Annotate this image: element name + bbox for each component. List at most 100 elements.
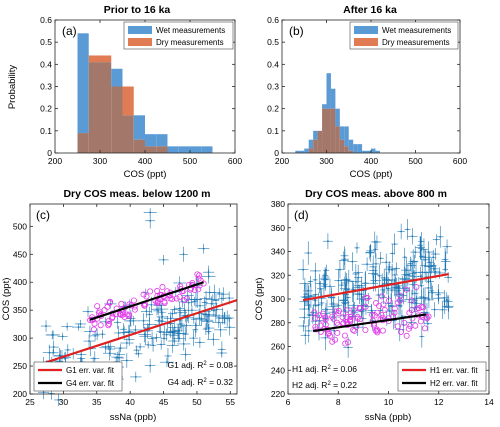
blue-point xyxy=(406,228,409,231)
blue-point xyxy=(204,313,207,316)
magenta-point xyxy=(131,306,138,313)
blue-point xyxy=(222,293,225,296)
blue-point xyxy=(52,346,55,348)
blue-point xyxy=(314,278,317,281)
x-tick-label: 200 xyxy=(275,156,289,166)
blue-point xyxy=(432,256,435,259)
x-tick-label: 30 xyxy=(59,397,69,407)
wet-bar xyxy=(353,144,358,153)
panel-c-ylabel: COS (ppt) xyxy=(1,278,12,321)
blue-point xyxy=(104,346,107,349)
blue-point xyxy=(205,328,207,331)
magenta-point xyxy=(350,306,357,313)
y-tick-label: 450 xyxy=(13,249,27,259)
magenta-point xyxy=(90,326,97,333)
blue-point xyxy=(212,309,215,312)
y-tick-label: 240 xyxy=(271,365,285,375)
magenta-point xyxy=(332,308,339,315)
wet-bar xyxy=(111,68,123,87)
panel-c-title: Dry COS meas. below 1200 m xyxy=(63,188,210,200)
wet-bar xyxy=(77,33,89,134)
overlap-bar xyxy=(133,139,145,153)
wet-bar xyxy=(326,73,331,109)
blue-point xyxy=(329,285,331,288)
magenta-point xyxy=(106,320,113,327)
overlap-bar xyxy=(322,108,327,153)
magenta-point xyxy=(397,328,404,335)
magenta-point xyxy=(143,293,150,300)
wet-bar xyxy=(371,148,376,153)
blue-point xyxy=(145,310,148,313)
y-tick-label: 0 xyxy=(47,148,52,158)
blue-point xyxy=(347,280,350,282)
magenta-point xyxy=(374,329,381,336)
magenta-point xyxy=(319,310,326,317)
blue-point xyxy=(437,293,440,296)
blue-point xyxy=(87,310,89,313)
x-tick-label: 12 xyxy=(434,397,444,407)
blue-point xyxy=(148,323,151,326)
blue-point xyxy=(433,308,436,311)
panel-c-g4-r2: G4 adj. R2 = 0.32 xyxy=(168,377,234,387)
panel-b-bars xyxy=(295,73,380,153)
panel-a-bars xyxy=(77,33,213,153)
panel-d-legend-h1-label: H1 err. var. fit xyxy=(430,366,478,375)
blue-point xyxy=(441,308,444,311)
panel-b-legend-dry-swatch xyxy=(354,38,378,46)
x-tick-label: 40 xyxy=(125,397,135,407)
blue-point xyxy=(314,304,317,307)
blue-point xyxy=(212,338,215,341)
blue-point xyxy=(427,265,430,268)
magenta-point xyxy=(378,293,385,300)
blue-point xyxy=(309,280,312,283)
panel-d-h1-fit-line xyxy=(302,272,449,302)
blue-point xyxy=(307,304,310,307)
blue-point xyxy=(324,276,327,278)
blue-point xyxy=(125,342,128,344)
blue-point xyxy=(304,334,307,337)
magenta-point xyxy=(196,272,203,279)
magenta-point xyxy=(194,271,201,278)
blue-point xyxy=(446,300,449,303)
blue-point xyxy=(379,257,382,260)
blue-point xyxy=(182,343,185,345)
blue-point xyxy=(148,313,151,316)
wet-bar xyxy=(348,139,354,151)
blue-point xyxy=(411,283,414,286)
magenta-point xyxy=(329,338,336,345)
panel-a: Prior to 16 ka 200 300 400 500 600 0 0.1 0.2 0.3… xyxy=(7,4,242,180)
magenta-point xyxy=(118,300,125,307)
magenta-point xyxy=(372,327,379,334)
panel-c-xlabel: ssNa (ppb) xyxy=(110,412,156,423)
blue-point xyxy=(192,318,195,321)
blue-point xyxy=(302,268,305,271)
dry-bar xyxy=(88,55,100,63)
blue-point xyxy=(339,268,341,271)
blue-point xyxy=(385,261,388,264)
blue-point xyxy=(165,333,168,336)
blue-point xyxy=(333,329,335,332)
blue-point xyxy=(205,297,207,300)
dry-bar xyxy=(122,86,134,116)
blue-point xyxy=(52,351,55,354)
blue-point xyxy=(432,264,435,267)
overlap-bar xyxy=(308,148,314,153)
blue-point xyxy=(94,334,96,337)
magenta-point xyxy=(413,284,420,291)
blue-point xyxy=(383,276,386,279)
x-tick-label: 10 xyxy=(384,397,394,407)
blue-point xyxy=(357,271,360,274)
blue-point xyxy=(420,255,423,258)
blue-point xyxy=(177,329,180,332)
panel-c-legend-box xyxy=(33,361,123,392)
overlap-bar xyxy=(326,108,331,153)
blue-point xyxy=(119,347,122,349)
wet-bar xyxy=(357,144,363,153)
blue-point xyxy=(58,354,61,357)
blue-point xyxy=(412,260,415,263)
wet-bar xyxy=(178,146,190,153)
blue-point xyxy=(366,263,368,266)
magenta-point xyxy=(311,309,318,316)
magenta-point xyxy=(391,309,398,316)
blue-point xyxy=(128,330,131,333)
